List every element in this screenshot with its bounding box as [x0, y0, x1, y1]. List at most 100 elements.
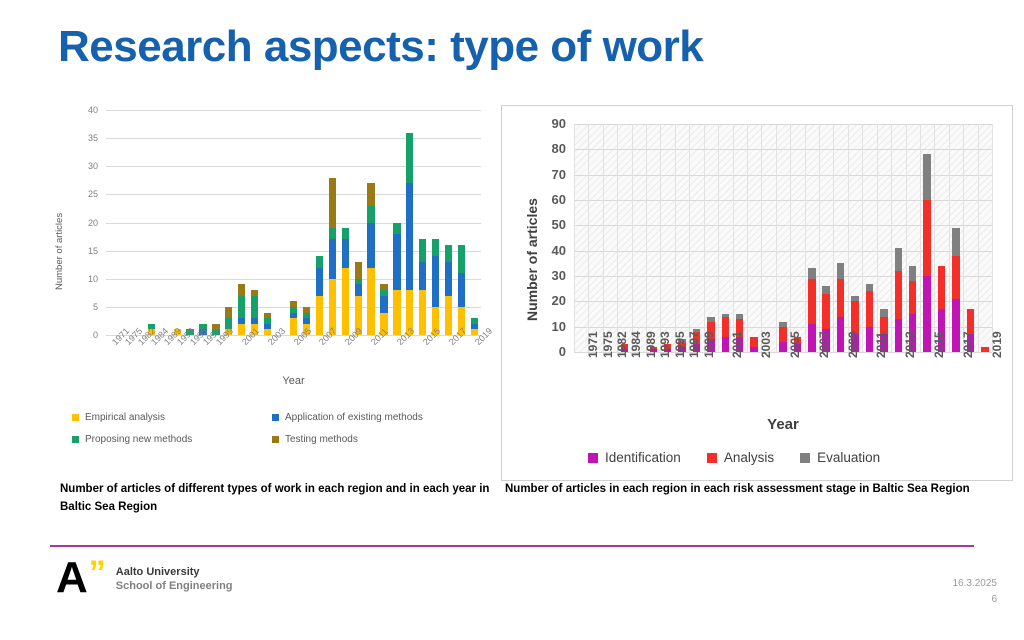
bar-segment: [851, 334, 859, 352]
y-tick-label: 30: [551, 268, 566, 283]
bar-segment: [880, 308, 888, 317]
bar-segment: [779, 326, 787, 342]
legend-label: Testing methods: [285, 434, 358, 445]
bar-segment: [750, 336, 758, 347]
bar-segment: [367, 267, 375, 335]
bar-segment: [750, 346, 758, 352]
legend-label: Identification: [605, 450, 681, 465]
bar-column: [966, 308, 975, 352]
gridline: [106, 250, 481, 252]
vertical-gridline: [934, 124, 936, 352]
bar-segment: [173, 329, 181, 335]
left-chart-caption: Number of articles of different types of…: [60, 483, 490, 513]
bar-segment: [419, 261, 427, 290]
bar-column: [367, 183, 375, 335]
legend-item-empirical-analysis: Empirical analysis: [72, 412, 272, 423]
logo-university-name: Aalto University: [115, 566, 200, 578]
x-tick-label: 2001: [730, 331, 745, 358]
gridline: [574, 352, 992, 353]
legend-swatch-icon: [800, 452, 811, 463]
bar-column: [894, 248, 903, 352]
gridline: [106, 194, 481, 196]
x-tick-label: 1995: [672, 331, 687, 358]
bar-segment: [238, 295, 246, 319]
bar-column: [750, 336, 758, 352]
y-tick-label: 80: [551, 141, 566, 157]
bar-segment: [406, 290, 414, 335]
bar-segment: [966, 308, 975, 335]
vertical-gridline: [919, 124, 921, 352]
bar-column: [822, 286, 830, 352]
bar-segment: [289, 318, 298, 335]
gridline: [106, 110, 481, 111]
x-tick-label: 2009: [845, 331, 860, 358]
x-tick-label: 1982: [615, 331, 630, 358]
legend-item-analysis: Analysis: [706, 450, 774, 465]
left-chart-x-axis-title: Year: [282, 375, 305, 387]
bar-segment: [354, 284, 362, 296]
bar-segment: [981, 346, 989, 352]
vertical-gridline: [948, 124, 950, 352]
bar-segment: [251, 290, 259, 296]
y-tick-label: 0: [558, 344, 566, 359]
bar-segment: [380, 290, 388, 296]
y-tick-label: 40: [87, 105, 98, 115]
bar-segment: [328, 177, 336, 229]
bar-column: [678, 339, 686, 352]
vertical-gridline: [746, 124, 748, 352]
footer-divider: [50, 545, 974, 547]
y-tick-label: 30: [87, 161, 98, 172]
bar-column: [212, 323, 220, 335]
bar-segment: [692, 329, 701, 332]
bar-segment: [432, 239, 440, 257]
bar-segment: [380, 284, 388, 290]
bar-column: [393, 222, 401, 335]
logo-text: Aalto University School of Engineering: [116, 560, 233, 594]
bar-column: [341, 228, 349, 335]
legend-swatch-icon: [72, 436, 79, 443]
vertical-gridline: [631, 124, 633, 352]
bar-segment: [707, 321, 715, 340]
bar-segment: [225, 329, 233, 335]
y-tick-label: 20: [87, 217, 98, 228]
y-tick-label: 5: [92, 301, 98, 312]
bar-segment: [736, 336, 744, 352]
bar-segment: [779, 341, 787, 352]
left-chart-x-axis-line: [106, 335, 481, 336]
bar-segment: [952, 227, 960, 256]
bar-segment: [923, 200, 931, 276]
x-tick-label: 1971: [586, 331, 601, 358]
gridline: [574, 225, 992, 227]
legend-label: Empirical analysis: [85, 412, 166, 423]
bar-segment: [894, 248, 903, 271]
vertical-gridline: [761, 124, 763, 352]
bar-column: [419, 239, 427, 335]
x-tick-label: 2007: [816, 331, 831, 358]
bar-segment: [937, 308, 946, 352]
bar-segment: [419, 239, 427, 262]
vertical-gridline: [703, 124, 705, 352]
right-chart-caption: Number of articles in each region in eac…: [505, 483, 970, 495]
legend-item-testing-methods: Testing methods: [272, 434, 497, 445]
bar-segment: [678, 339, 686, 342]
bar-segment: [289, 312, 298, 319]
bar-column: [264, 312, 272, 335]
gridline: [574, 124, 992, 125]
bar-segment: [894, 270, 903, 320]
legend-item-application-of-existing-methods: Application of existing methods: [272, 412, 497, 423]
bar-segment: [367, 205, 375, 223]
bar-column: [620, 344, 629, 352]
bar-segment: [851, 296, 859, 302]
bar-column: [793, 336, 802, 352]
bar-segment: [354, 261, 362, 279]
bar-segment: [251, 295, 259, 319]
bar-segment: [880, 316, 888, 335]
legend-label: Application of existing methods: [285, 412, 423, 423]
bar-segment: [736, 314, 744, 320]
bar-column: [315, 256, 323, 335]
bar-segment: [315, 256, 323, 268]
legend-item-proposing-new-methods: Proposing new methods: [72, 434, 272, 445]
bar-segment: [470, 323, 479, 330]
bar-segment: [836, 278, 845, 317]
